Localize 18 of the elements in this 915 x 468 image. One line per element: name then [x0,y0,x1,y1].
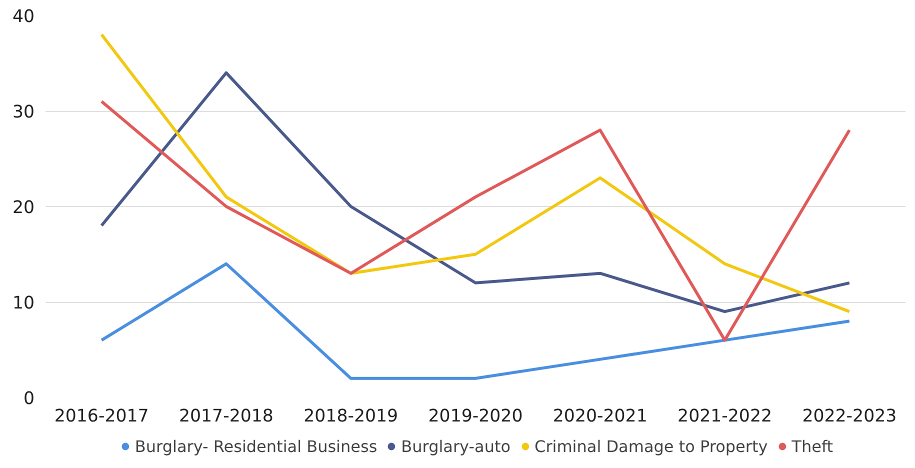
line-series [100,262,851,380]
legend-label: Burglary- Residential Business [134,436,378,456]
legend-label: Theft [792,436,834,456]
x-tick-label: 2019-2020 [428,406,523,426]
line-series [100,100,851,342]
y-tick-label: 20 [12,198,35,218]
x-tick-label: 2020-2021 [552,406,648,426]
legend-label: Burglary-auto [401,436,511,456]
y-tick-label: 10 [12,294,35,314]
x-tick-label: 2016-2017 [54,406,149,426]
legend-label: Criminal Damage to Property [534,436,768,456]
y-tick-label: 0 [23,389,35,409]
x-tick-label: 2022-2023 [802,406,897,426]
y-tick-label: 30 [12,102,35,122]
x-tick-label: 2021-2022 [678,406,772,426]
y-tick-label: 40 [12,7,35,27]
x-tick-label: 2018-2019 [304,406,398,426]
x-tick-label: 2017-2018 [179,406,274,426]
